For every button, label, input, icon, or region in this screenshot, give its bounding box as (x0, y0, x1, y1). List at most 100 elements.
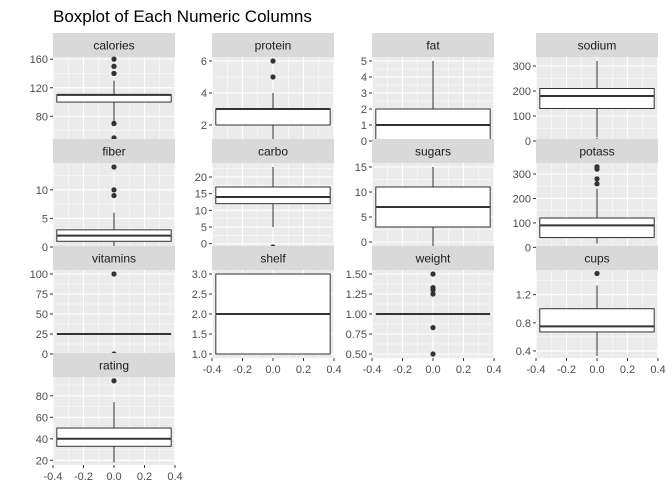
facet-strip (212, 33, 334, 57)
outlier-point (430, 351, 436, 357)
y-tick-label: 5 (361, 212, 367, 224)
y-tick-label: 80 (36, 111, 48, 123)
y-tick-label: 0 (525, 242, 531, 254)
facet-strip (536, 246, 658, 270)
y-tick-label: 1.5 (192, 329, 207, 341)
y-tick-label: 160 (30, 54, 48, 66)
y-tick-label: 2 (361, 104, 367, 116)
y-tick-label: 1.25 (346, 289, 367, 301)
facet-strip-label: fat (426, 39, 440, 53)
x-tick-label: -0.2 (557, 364, 576, 376)
y-tick-label: 300 (513, 61, 531, 73)
outlier-point (111, 192, 117, 199)
y-tick-label: 2.5 (192, 289, 207, 301)
x-tick-label: 0.2 (456, 364, 471, 376)
outlier-point (594, 181, 600, 187)
outlier-point (594, 164, 600, 170)
x-tick-label: -0.2 (74, 471, 93, 480)
y-tick-label: 5 (201, 222, 207, 234)
y-tick-label: 50 (36, 309, 48, 321)
y-tick-label: 0.75 (346, 329, 367, 341)
facet-strip (536, 139, 658, 163)
y-tick-label: 40 (36, 434, 48, 446)
facet-strip (536, 33, 658, 57)
y-tick-label: 25 (36, 329, 48, 341)
y-tick-label: 3.0 (192, 269, 207, 281)
x-tick-label: 0.4 (650, 364, 665, 376)
x-tick-label: 0.4 (167, 471, 182, 480)
facet-strip (53, 353, 175, 377)
outlier-point (111, 271, 117, 277)
outlier-point (111, 70, 117, 77)
facet-potass: potass 0 100 200 300 (513, 139, 659, 254)
facet-strip-label: weight (415, 252, 451, 266)
facet-strip (212, 139, 334, 163)
x-tick-label: 0.0 (106, 471, 121, 480)
y-tick-label: 0 (525, 136, 531, 148)
y-tick-label: 1.00 (346, 309, 367, 321)
y-tick-label: 1.2 (516, 290, 531, 302)
y-tick-label: 6 (201, 56, 207, 68)
facet-strip-label: calories (93, 39, 134, 53)
y-tick-label: 4 (361, 72, 367, 84)
x-tick-label: 0.2 (296, 364, 311, 376)
outlier-point (594, 270, 600, 277)
y-tick-label: 100 (513, 218, 531, 230)
outlier-point (270, 58, 276, 64)
outlier-point (111, 63, 117, 69)
outlier-point (594, 176, 600, 182)
facet-weight: weight 0.50 0.75 1.00 1.25 1.50 -0.4 -0.2 0.0 0.2… (346, 246, 502, 376)
y-tick-label: 20 (36, 455, 48, 467)
outlier-point (430, 291, 436, 297)
facet-strip-label: sodium (578, 39, 617, 53)
box (539, 217, 655, 239)
outlier-point (430, 271, 436, 277)
x-tick-label: -0.2 (393, 364, 412, 376)
y-tick-label: 0.4 (516, 346, 531, 358)
x-tick-label: -0.4 (44, 471, 63, 480)
y-tick-label: 15 (355, 162, 367, 174)
box (215, 186, 331, 205)
facet-fiber: fiber 0 5 10 (36, 139, 176, 254)
box (56, 427, 172, 447)
y-tick-label: 0 (42, 349, 48, 361)
y-tick-label: 2.0 (192, 309, 207, 321)
facet-strip-label: carbo (258, 145, 288, 159)
y-tick-label: 0 (42, 242, 48, 254)
facet-strip-label: shelf (260, 252, 286, 266)
facet-sugars: sugars 0 5 10 15 (355, 139, 495, 251)
x-tick-label: 0.0 (265, 364, 280, 376)
facet-carbo: carbo 0 5 10 15 20 (195, 139, 335, 251)
facet-strip (212, 246, 334, 270)
facet-strip (372, 246, 494, 270)
facet-strip (372, 33, 494, 57)
facet-strip-label: fiber (102, 145, 125, 159)
y-tick-label: 3 (361, 88, 367, 100)
y-tick-label: 0 (201, 239, 207, 251)
x-tick-label: 0.2 (620, 364, 635, 376)
y-tick-label: 20 (195, 172, 207, 184)
x-tick-label: -0.4 (363, 364, 382, 376)
box (539, 308, 655, 333)
facet-strip-label: protein (255, 39, 292, 53)
y-tick-label: 0.50 (346, 349, 367, 361)
outlier-point (430, 285, 436, 291)
y-tick-label: 0 (361, 237, 367, 249)
facet-fat: fat 0 1 2 3 4 5 (361, 33, 495, 148)
y-tick-label: 1.50 (346, 269, 367, 281)
facet-shelf: shelf 1.0 1.5 2.0 2.5 3.0 -0.4 -0.2 0.0 0.2 0.4 (192, 246, 342, 376)
box (539, 88, 655, 109)
outlier-point (111, 120, 117, 127)
x-tick-label: 0.0 (425, 364, 440, 376)
facet-strip (53, 246, 175, 270)
facet-strip-label: cups (584, 252, 609, 266)
facet-panels: calories 80 120 160 protein 2 4 6 fat 0 1 2 3 4 5 sodiu… (30, 33, 666, 483)
y-tick-label: 10 (355, 187, 367, 199)
outlier-point (111, 187, 117, 193)
y-tick-label: 5 (42, 213, 48, 225)
y-tick-label: 1 (361, 120, 367, 132)
x-tick-label: 0.4 (326, 364, 341, 376)
x-tick-label: -0.4 (527, 364, 546, 376)
facet-rating: rating 20 40 60 80 -0.4 -0.2 0.0 0.2 0.4 (36, 353, 183, 483)
box (56, 94, 172, 103)
